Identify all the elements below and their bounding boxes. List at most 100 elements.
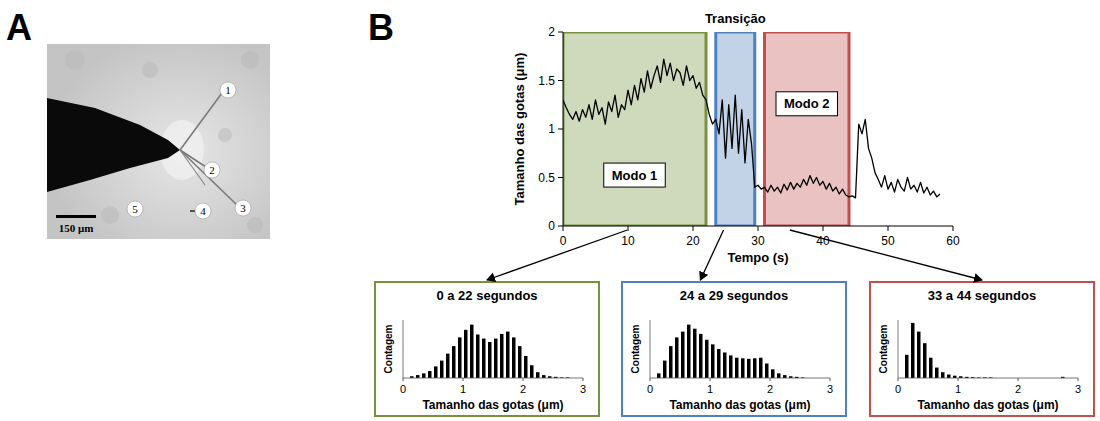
- texture: [101, 206, 119, 224]
- y-axis-title: Contagem: [383, 324, 394, 373]
- x-tick: [463, 378, 464, 381]
- arrow: [790, 230, 982, 280]
- scale-bar-label: 150 μm: [59, 222, 94, 234]
- x-tick: [888, 226, 889, 231]
- histogram-bar: [476, 335, 480, 379]
- histogram-bar: [759, 358, 763, 378]
- histogram-bar: [506, 332, 510, 378]
- histogram-bar: [669, 346, 673, 378]
- x-tick: [770, 378, 771, 381]
- histogram-bar: [663, 361, 667, 378]
- x-tick-label: 1: [707, 383, 713, 395]
- histogram-bar: [717, 349, 721, 378]
- x-axis-title: Tamanho das gotas (μm): [917, 398, 1058, 412]
- histogram-title: 0 a 22 segundos: [436, 288, 537, 303]
- x-tick-label: 20: [686, 234, 700, 248]
- x-tick-label: 3: [827, 383, 833, 395]
- histogram-bars: [657, 325, 805, 378]
- y-axis: [898, 320, 899, 378]
- histogram-bar: [494, 339, 498, 378]
- x-tick: [958, 378, 959, 381]
- panel-letter: B: [368, 7, 394, 48]
- histogram-bar: [542, 375, 546, 378]
- region: [563, 32, 706, 226]
- y-tick-label: 1: [548, 122, 555, 136]
- histogram-bar: [753, 358, 757, 378]
- y-axis-title: Contagem: [630, 324, 641, 373]
- y-axis: [650, 320, 651, 378]
- histogram-bar: [687, 325, 691, 378]
- x-tick-label: 2: [767, 383, 773, 395]
- histogram-bar: [729, 355, 733, 378]
- histogram-bars: [905, 323, 1065, 378]
- histogram-bar: [723, 352, 727, 378]
- x-tick-label: 0: [647, 383, 653, 395]
- x-tick: [953, 226, 954, 231]
- x-tick: [563, 226, 564, 231]
- jet: [180, 150, 237, 205]
- histogram-bar: [947, 375, 951, 378]
- texture: [142, 62, 158, 78]
- figure: A12345150 μmB00.511.520102030405060Tempo…: [0, 0, 1100, 421]
- x-axis-title: Tamanho das gotas (μm): [669, 398, 810, 412]
- x-tick-label: 3: [580, 383, 586, 395]
- marker-circle: [127, 201, 143, 217]
- x-axis: [403, 378, 583, 379]
- region: [765, 32, 850, 226]
- histogram-bar: [923, 343, 927, 378]
- x-tick-label: 1: [955, 383, 961, 395]
- texture: [218, 128, 232, 142]
- marker-label: 4: [200, 205, 206, 217]
- y-axis-title: Tamanho das gotas (μm): [512, 53, 527, 206]
- x-tick-label: 50: [881, 234, 895, 248]
- x-tick: [898, 378, 899, 381]
- histogram-bar: [512, 337, 516, 378]
- x-axis-title: Tamanho das gotas (μm): [422, 398, 563, 412]
- region-label: Modo 2: [784, 96, 830, 111]
- y-tick-label: 2: [548, 25, 555, 39]
- histogram-bar: [699, 334, 703, 378]
- marker-circle: [235, 200, 251, 216]
- x-axis: [650, 378, 830, 379]
- histogram-title: 24 a 29 segundos: [680, 288, 788, 303]
- histogram-bar: [416, 375, 420, 378]
- y-tick: [558, 80, 563, 81]
- histogram-bar: [464, 330, 468, 378]
- histogram: 33 a 44 segundos0123Tamanho das gotas (μ…: [870, 282, 1094, 416]
- y-tick-label: 1.5: [538, 74, 555, 88]
- x-tick-label: 1: [460, 383, 466, 395]
- x-tick: [628, 226, 629, 231]
- histogram-bar: [941, 372, 945, 378]
- histogram-bar: [518, 346, 522, 378]
- histogram-bar: [693, 329, 697, 378]
- marker-label: 3: [240, 202, 246, 214]
- x-tick: [403, 378, 404, 381]
- x-tick: [758, 226, 759, 231]
- marker-label: 2: [209, 164, 215, 176]
- histogram-bar: [777, 373, 781, 378]
- histogram-bar: [735, 358, 739, 378]
- texture: [247, 217, 263, 233]
- y-tick-label: 0: [548, 219, 555, 233]
- histogram-frame: [622, 282, 846, 416]
- histogram-bar: [929, 358, 933, 378]
- jet: [180, 150, 205, 185]
- histogram-bar: [935, 368, 939, 378]
- region-label-box: [776, 92, 838, 116]
- histogram-bar: [500, 334, 504, 378]
- x-tick-label: 2: [1015, 383, 1021, 395]
- x-axis-title: Tempo (s): [727, 250, 788, 265]
- region-label-box: [604, 163, 666, 187]
- histogram-bar: [657, 373, 661, 378]
- histogram-bar: [705, 340, 709, 378]
- y-axis: [403, 320, 404, 378]
- histogram-bar: [524, 356, 528, 378]
- histogram-bar: [747, 359, 751, 378]
- histogram-bar: [911, 323, 915, 378]
- marker-circle: [204, 162, 220, 178]
- histogram-bars: [410, 325, 570, 378]
- x-tick-label: 40: [816, 234, 830, 248]
- x-axis: [898, 378, 1078, 379]
- x-tick-label: 60: [946, 234, 960, 248]
- histogram: 0 a 22 segundos0123Tamanho das gotas (μm…: [375, 282, 599, 416]
